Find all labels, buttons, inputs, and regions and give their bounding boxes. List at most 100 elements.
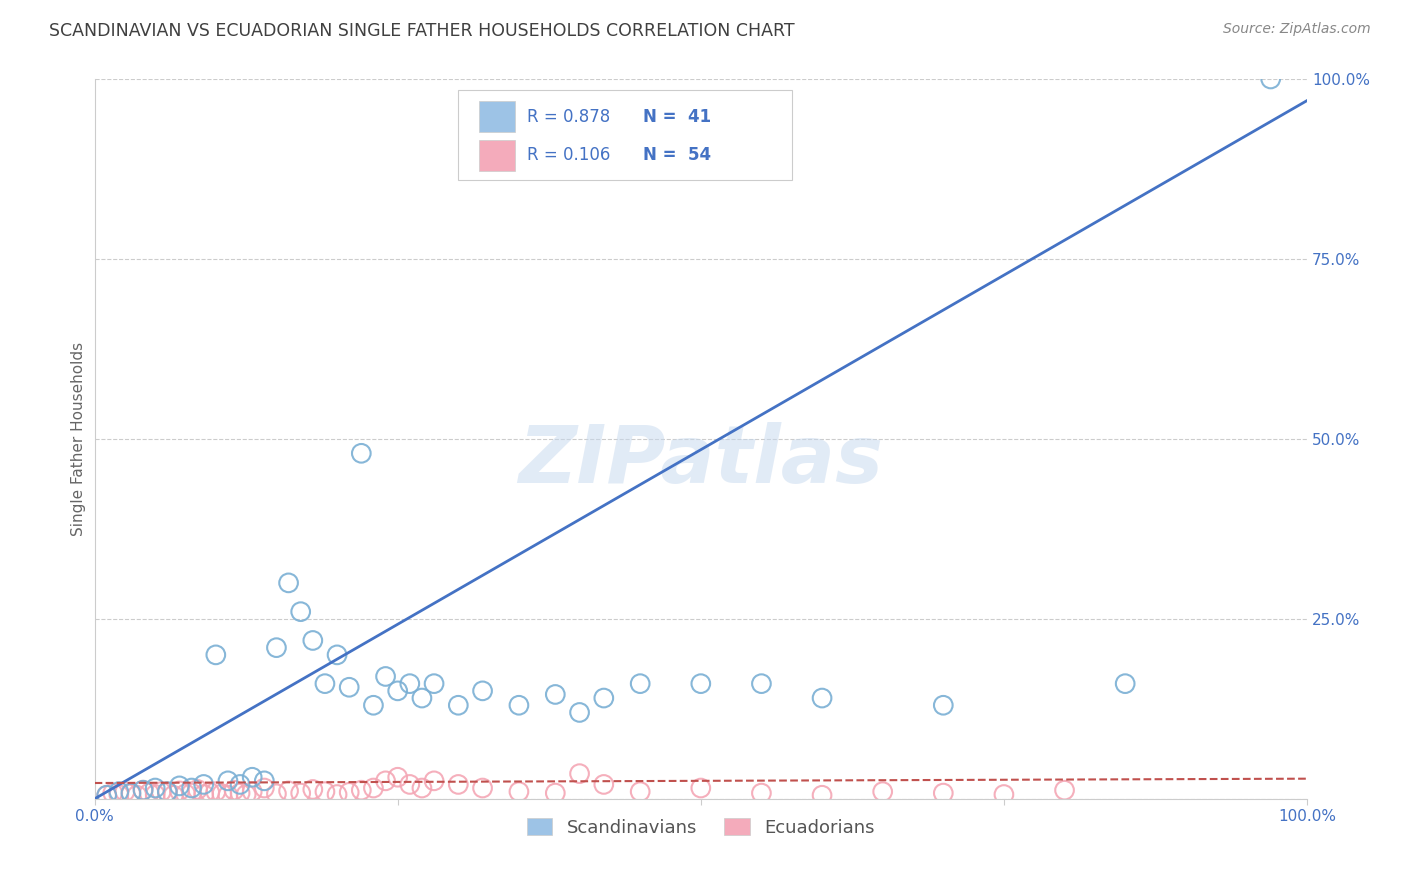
Point <box>290 605 312 619</box>
Point <box>374 669 396 683</box>
Point <box>253 773 276 788</box>
Point <box>423 676 446 690</box>
Point <box>193 788 215 802</box>
Point <box>229 777 252 791</box>
Point <box>1260 72 1282 87</box>
Point <box>120 786 142 800</box>
Point <box>326 788 349 802</box>
Point <box>872 784 894 798</box>
Point <box>811 691 834 706</box>
Point <box>143 788 166 802</box>
Point <box>751 786 773 800</box>
Point <box>350 783 373 797</box>
Point <box>508 698 530 713</box>
Text: R = 0.106: R = 0.106 <box>527 146 610 164</box>
Point <box>108 788 131 802</box>
Point <box>101 786 124 800</box>
Point <box>411 691 433 706</box>
Point <box>96 789 118 803</box>
Point <box>174 787 197 801</box>
Bar <box>479 102 516 132</box>
FancyBboxPatch shape <box>458 90 792 180</box>
Point <box>337 680 360 694</box>
Point <box>387 684 409 698</box>
Point <box>301 633 323 648</box>
Point <box>277 575 299 590</box>
Point <box>544 688 567 702</box>
Text: N =  54: N = 54 <box>643 146 711 164</box>
Point <box>180 780 202 795</box>
Point <box>337 785 360 799</box>
Point <box>628 676 651 690</box>
Legend: Scandinavians, Ecuadorians: Scandinavians, Ecuadorians <box>520 811 882 844</box>
Y-axis label: Single Father Households: Single Father Households <box>72 342 86 536</box>
Point <box>447 698 470 713</box>
Point <box>198 785 221 799</box>
Point <box>156 785 179 799</box>
Point <box>628 784 651 798</box>
Point <box>398 676 420 690</box>
Point <box>592 691 614 706</box>
Point <box>120 787 142 801</box>
Point <box>193 777 215 791</box>
Point <box>326 648 349 662</box>
Point <box>266 640 288 655</box>
Point <box>132 783 155 797</box>
Text: Source: ZipAtlas.com: Source: ZipAtlas.com <box>1223 22 1371 37</box>
Point <box>314 784 336 798</box>
Point <box>592 777 614 791</box>
Point <box>471 780 494 795</box>
Text: SCANDINAVIAN VS ECUADORIAN SINGLE FATHER HOUSEHOLDS CORRELATION CHART: SCANDINAVIAN VS ECUADORIAN SINGLE FATHER… <box>49 22 794 40</box>
Point <box>544 786 567 800</box>
Point <box>229 786 252 800</box>
Point <box>508 784 530 798</box>
Point <box>156 784 179 798</box>
Point <box>143 780 166 795</box>
Point <box>301 782 323 797</box>
Point <box>132 783 155 797</box>
Point <box>240 770 263 784</box>
Point <box>689 780 711 795</box>
Point <box>1053 783 1076 797</box>
Point <box>568 706 591 720</box>
Point <box>222 783 245 797</box>
Point <box>350 446 373 460</box>
Text: R = 0.878: R = 0.878 <box>527 108 610 126</box>
Point <box>471 684 494 698</box>
Point <box>290 786 312 800</box>
Point <box>398 777 420 791</box>
Point <box>217 773 239 788</box>
Point <box>204 784 226 798</box>
Point <box>253 780 276 795</box>
Point <box>932 786 955 800</box>
Point <box>811 789 834 803</box>
Point <box>150 784 173 798</box>
Point <box>240 784 263 798</box>
Bar <box>479 140 516 170</box>
Point <box>423 773 446 788</box>
Point <box>374 773 396 788</box>
Point <box>114 784 136 798</box>
Point <box>932 698 955 713</box>
Text: ZIPatlas: ZIPatlas <box>519 422 883 500</box>
Point <box>447 777 470 791</box>
Point <box>125 789 148 803</box>
Point <box>169 779 191 793</box>
Point <box>387 770 409 784</box>
Point <box>162 789 184 803</box>
Point <box>1114 676 1136 690</box>
Point <box>187 782 209 797</box>
Point <box>180 786 202 800</box>
Text: N =  41: N = 41 <box>643 108 711 126</box>
Point <box>204 648 226 662</box>
Point <box>138 786 160 800</box>
Point <box>314 676 336 690</box>
Point <box>235 788 257 802</box>
Point <box>568 766 591 780</box>
Point <box>993 788 1015 802</box>
Point <box>363 780 385 795</box>
Point <box>96 789 118 803</box>
Point <box>217 789 239 803</box>
Point <box>266 787 288 801</box>
Point <box>411 780 433 795</box>
